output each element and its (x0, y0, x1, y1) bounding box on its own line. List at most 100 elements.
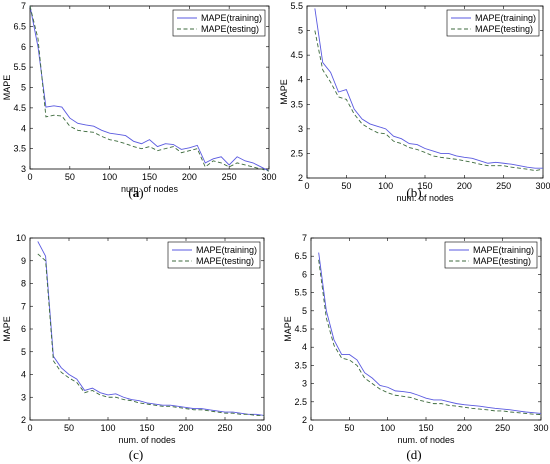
data-point-testing (61, 115, 62, 116)
y-tick-label: 3.5 (13, 144, 26, 154)
data-point-training (410, 392, 411, 393)
data-point-training (349, 354, 350, 355)
data-point-testing (213, 160, 214, 161)
data-point-training (402, 391, 403, 392)
y-tick-label: 8 (21, 279, 26, 289)
data-point-training (240, 413, 241, 414)
data-point-training (165, 143, 166, 144)
data-point-training (361, 118, 362, 119)
data-point-testing (245, 164, 246, 165)
data-point-training (314, 8, 315, 9)
data-point-testing (260, 168, 261, 169)
caption-letter: b (411, 185, 418, 200)
y-axis-label: MAPE (2, 316, 12, 342)
data-point-testing (349, 359, 350, 360)
data-point-training (181, 149, 182, 150)
data-point-training (472, 158, 473, 159)
x-tick-label: 50 (341, 181, 351, 191)
data-point-testing (494, 410, 495, 411)
data-point-training (540, 413, 541, 414)
data-point-training (53, 105, 54, 106)
data-point-training (85, 124, 86, 125)
data-point-training (84, 390, 85, 391)
y-tick-label: 4 (302, 342, 307, 352)
x-tick-label: 0 (27, 172, 32, 182)
caption-close-paren: ) (417, 185, 421, 200)
data-point-training (221, 156, 222, 157)
x-tick-label: 250 (217, 423, 232, 433)
y-tick-label: 4 (298, 75, 303, 85)
legend-box (446, 9, 540, 37)
chart-panel-d: 0 50 100 150 200 250 300 2 2.5 3 3.5 4 4.5 5 5.5 6 6.5 7 n… (283, 233, 549, 462)
caption-close-paren: ) (417, 447, 421, 462)
data-point-training (487, 163, 488, 164)
data-point-testing (193, 409, 194, 410)
x-tick-label: 0 (308, 423, 313, 433)
y-tick-label: 5 (21, 347, 26, 357)
data-point-testing (361, 123, 362, 124)
y-tick-label: 6 (21, 324, 26, 334)
data-point-testing (154, 405, 155, 406)
data-point-testing (510, 411, 511, 412)
data-point-testing (448, 405, 449, 406)
data-point-testing (209, 410, 210, 411)
data-point-testing (409, 147, 410, 148)
y-tick-label: 5 (302, 306, 307, 316)
y-tick-label: 2.5 (290, 148, 303, 158)
caption-open-paren: ( (406, 185, 410, 200)
x-tick-label: 150 (142, 172, 157, 182)
data-point-testing (495, 165, 496, 166)
x-tick-label: 200 (182, 172, 197, 182)
data-point-testing (338, 96, 339, 97)
data-point-training (37, 241, 38, 242)
data-point-training (193, 408, 194, 409)
y-tick-label: 6.5 (294, 251, 307, 261)
data-point-testing (456, 406, 457, 407)
data-point-training (511, 164, 512, 165)
data-point-testing (511, 167, 512, 168)
data-point-testing (418, 399, 419, 400)
data-point-testing (131, 400, 132, 401)
data-point-testing (149, 146, 150, 147)
x-tick-label: 150 (417, 181, 432, 191)
data-point-training (409, 143, 410, 144)
y-tick-label: 3 (21, 164, 26, 174)
data-point-testing (248, 414, 249, 415)
y-axis-label: MAPE (2, 75, 12, 101)
legend-box (444, 241, 538, 269)
data-point-testing (540, 414, 541, 415)
data-point-training (441, 399, 442, 400)
data-point-testing (525, 413, 526, 414)
data-point-testing (146, 403, 147, 404)
data-point-testing (84, 392, 85, 393)
legend-label: MAPE(training) (475, 13, 536, 23)
y-axis-label: MAPE (283, 316, 293, 342)
data-point-testing (517, 412, 518, 413)
data-point-training (115, 393, 116, 394)
y-axis-label: MAPE (279, 79, 289, 105)
data-point-testing (542, 169, 543, 170)
data-point-training (178, 406, 179, 407)
data-point-testing (441, 403, 442, 404)
data-point-training (479, 406, 480, 407)
x-tick-label: 0 (27, 423, 32, 433)
data-point-testing (410, 397, 411, 398)
data-point-testing (268, 170, 269, 171)
data-point-testing (479, 164, 480, 165)
data-point-training (45, 106, 46, 107)
data-point-testing (197, 148, 198, 149)
data-point-training (326, 310, 327, 311)
data-point-testing (29, 5, 30, 6)
series-line-testing (37, 253, 264, 416)
legend-label: MAPE(testing) (475, 24, 533, 34)
y-tick-label: 4.5 (13, 103, 26, 113)
data-point-testing (76, 382, 77, 383)
data-point-testing (401, 143, 402, 144)
data-point-testing (53, 115, 54, 116)
data-point-testing (322, 69, 323, 70)
data-point-training (456, 155, 457, 156)
data-point-testing (125, 143, 126, 144)
data-point-training (372, 378, 373, 379)
legend-label: MAPE(testing) (473, 256, 531, 266)
